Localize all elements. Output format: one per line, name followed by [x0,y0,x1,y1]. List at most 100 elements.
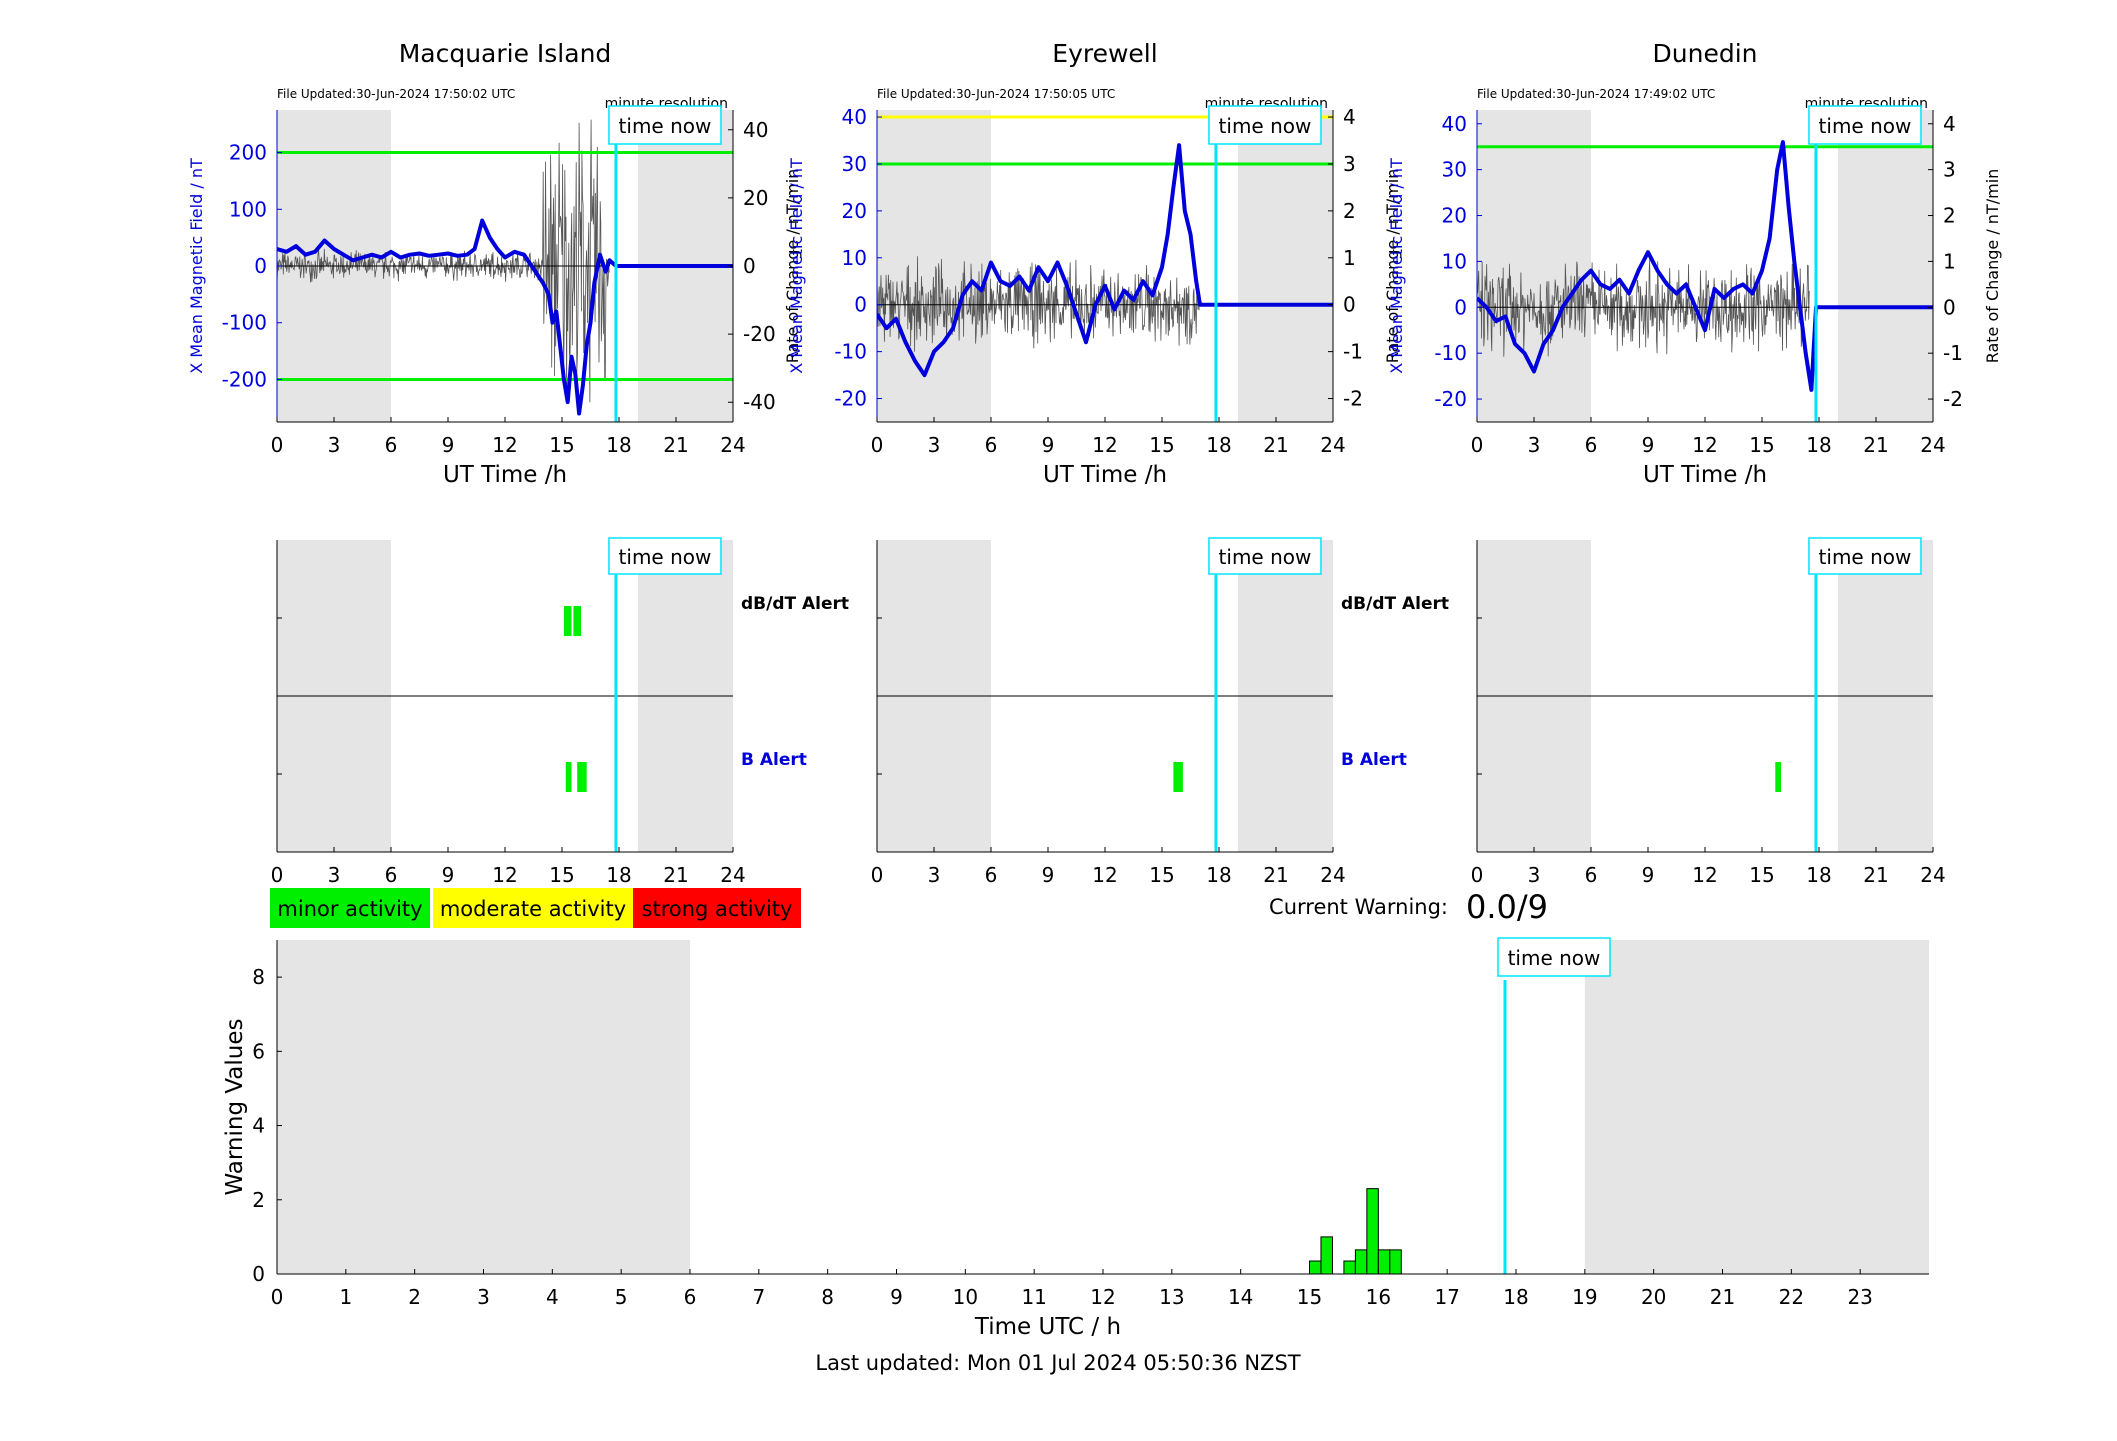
y-right-tick-label: 1 [1943,249,1956,273]
x-tick-label: 5 [615,1285,628,1309]
x-tick-label: 21 [1710,1285,1735,1309]
y-right-tick-label: -1 [1343,340,1363,364]
b-alert-label: B Alert [1341,750,1407,770]
station-title: Dunedin [1653,39,1758,68]
x-tick-label: 18 [1206,433,1231,457]
y-right-tick-label: -20 [743,322,776,346]
y-left-tick-label: 20 [842,199,867,223]
legend-swatch-moderate [433,888,633,928]
activity-legend: minor activity moderate activity strong ac… [270,888,801,928]
night-shade [877,110,991,422]
current-warning: Current Warning: 0.0/9 [1269,888,1548,926]
x-tick-label: 6 [385,863,398,887]
x-field-line [277,218,733,416]
y-tick-label: 2 [252,1188,265,1212]
y-right-tick-label: 1 [1343,246,1356,270]
y-right-tick-label: -2 [1343,387,1363,411]
x-tick-label: 9 [890,1285,903,1309]
time-now-label: time now [1819,545,1912,569]
dbdt-alert-label: dB/dT Alert [1341,594,1449,614]
y-right-tick-label: 0 [743,254,756,278]
x-tick-label: 11 [1021,1285,1046,1309]
x-tick-label: 0 [271,1285,284,1309]
x-tick-label: 0 [871,433,884,457]
x-tick-label: 19 [1572,1285,1597,1309]
y-left-tick-label: -20 [1434,387,1467,411]
x-tick-label: 13 [1159,1285,1184,1309]
time-now-box [1208,537,1322,575]
x-tick-label: 24 [1320,433,1345,457]
file-updated-label: File Updated:30-Jun-2024 17:49:02 UTC [1477,87,1715,101]
x-tick-label: 2 [408,1285,421,1309]
x-tick-label: 18 [606,863,631,887]
y-left-tick-label: -200 [222,367,267,391]
x-tick-label: 12 [1692,433,1717,457]
x-tick-label: 24 [1920,863,1945,887]
x-tick-label: 0 [871,863,884,887]
alert-panel-dunedin: time now 0 3 6 9 12 15 18 21 24 [1471,537,1946,887]
x-tick-label: 12 [1092,863,1117,887]
x-tick-label: 21 [1863,433,1888,457]
x-tick-label: 0 [1471,433,1484,457]
y-left-tick-label: 20 [1442,204,1467,228]
warning-bar [1377,1249,1391,1275]
x-tick-label: 6 [385,433,398,457]
x-tick-label: 0 [271,433,284,457]
y-left-tick-label: 40 [1442,112,1467,136]
field-panel-dunedin: Dunedin File Updated:30-Jun-2024 17:49:02… [1387,39,2002,488]
y-right-tick-label: 2 [1343,199,1356,223]
y-right-tick-label: 3 [1943,158,1956,182]
x-tick-label: 18 [1503,1285,1528,1309]
current-warning-label: Current Warning: [1269,895,1448,919]
dbdt-alert-bar [573,606,581,636]
x-tick-label: 3 [328,433,341,457]
y-left-tick-label: -10 [834,340,867,364]
x-tick-label: 15 [1297,1285,1322,1309]
time-now-box [1497,937,1611,977]
y-left-tick-label: 0 [254,254,267,278]
x-tick-label: 12 [1090,1285,1115,1309]
time-now-label: time now [619,545,712,569]
time-now-box [608,537,722,575]
x-tick-label: 3 [1528,863,1541,887]
x-tick-label: 14 [1228,1285,1253,1309]
dbdt-alert-bar [563,606,572,636]
y-left-tick-label: 0 [1454,295,1467,319]
x-tick-label: 6 [684,1285,697,1309]
night-shade [1477,110,1591,422]
station-title: Macquarie Island [399,39,612,68]
y-right-tick-label: 4 [1343,105,1356,129]
y-left-axis-label: X Mean Magnetic Field / nT [187,158,206,374]
x-tick-label: 8 [821,1285,834,1309]
x-tick-label: 16 [1366,1285,1391,1309]
y-left-axis-label: X Mean Magnetic Field / nT [1387,158,1406,374]
y-left-tick-label: 200 [229,141,267,165]
x-tick-label: 9 [442,863,455,887]
x-tick-label: 1 [339,1285,352,1309]
x-tick-label: 12 [1692,863,1717,887]
time-now-label: time now [1508,946,1601,970]
y-left-tick-label: 30 [1442,158,1467,182]
x-tick-label: 21 [663,433,688,457]
time-now-label: time now [619,114,712,138]
time-now-box [1808,537,1922,575]
y-tick-label: 8 [252,965,265,989]
x-tick-label: 21 [1263,433,1288,457]
warning-bar [1343,1260,1356,1275]
y-right-tick-label: 40 [743,118,768,142]
x-tick-label: 6 [1585,863,1598,887]
x-tick-label: 9 [1042,433,1055,457]
y-left-tick-label: -10 [1434,341,1467,365]
alert-panel-macquarie-island: time now 0 3 6 9 12 15 18 21 24 dB/dT Alert B Alert [271,537,849,887]
y-right-axis-label: Rate of Change / nT/min [1983,169,2002,364]
y-right-tick-label: 20 [743,186,768,210]
x-axis-label: UT Time /h [1043,462,1167,488]
x-tick-label: 18 [606,433,631,457]
y-right-tick-label: 0 [1943,295,1956,319]
x-tick-label: 10 [953,1285,978,1309]
x-tick-label: 24 [720,863,745,887]
x-tick-label: 12 [492,863,517,887]
y-left-axis-label: X Mean Magnetic Field / nT [787,158,806,374]
x-tick-label: 15 [1149,433,1174,457]
